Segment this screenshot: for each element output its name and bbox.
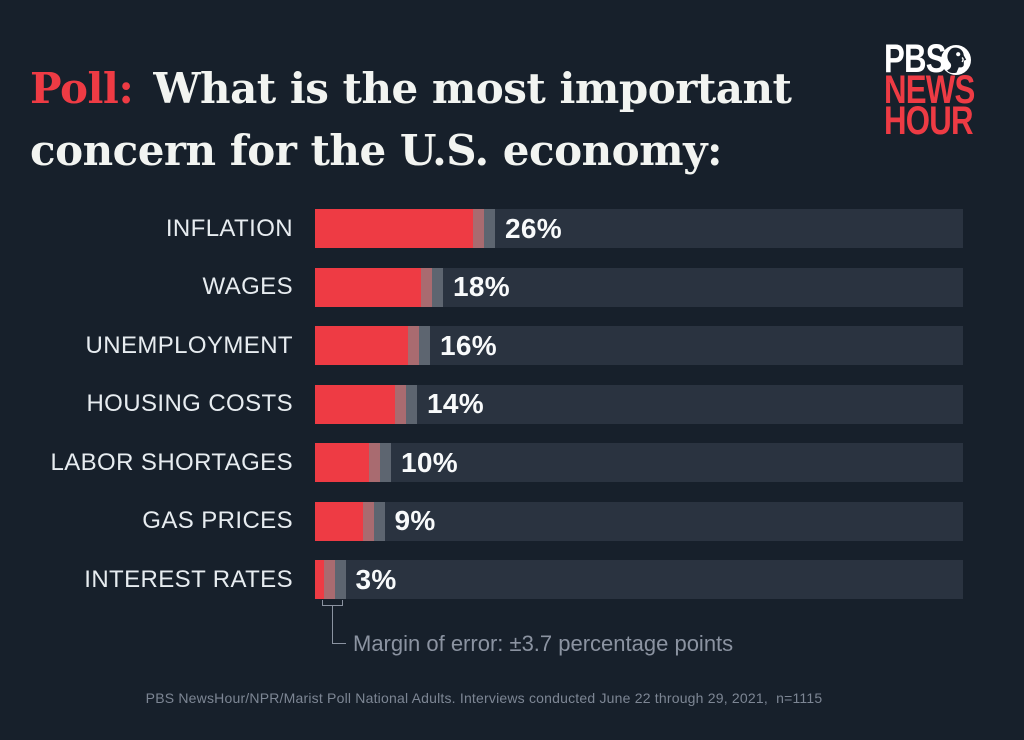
value-label: 26% xyxy=(505,212,562,244)
bar-track: 16% xyxy=(315,326,963,365)
moe-band-inner xyxy=(362,501,374,541)
moe-connector-line xyxy=(332,606,346,644)
category-label: LABOR SHORTAGES xyxy=(50,448,293,476)
value-label: 14% xyxy=(427,388,484,419)
moe-band-outer xyxy=(419,326,430,365)
title-line1: What is the most important xyxy=(153,64,792,114)
pbs-newshour-logo: PBS NEWS HOUR xyxy=(884,37,1000,143)
logo-hour-text: HOUR xyxy=(884,99,974,143)
category-label: HOUSING COSTS xyxy=(86,390,293,417)
moe-band-inner xyxy=(323,560,335,599)
moe-band-inner xyxy=(421,267,432,307)
page-title: Poll: What is the most important concern … xyxy=(30,58,860,182)
moe-band-inner xyxy=(473,209,484,248)
chart-row: WAGES 18% xyxy=(0,267,1024,307)
bar-chart: INFLATION 26% WAGES 18% UNEMPLOYMENT xyxy=(0,209,1024,599)
moe-band-outer xyxy=(484,209,495,248)
chart-row: UNEMPLOYMENT 16% xyxy=(0,326,1024,365)
moe-band-inner xyxy=(395,384,406,424)
chart-row: HOUSING COSTS 14% xyxy=(0,384,1024,424)
bar-value-segment xyxy=(315,443,369,482)
category-label: INTEREST RATES xyxy=(84,565,293,593)
moe-band-outer xyxy=(334,560,346,599)
bar-value-segment xyxy=(315,560,324,599)
bar-track: 9% xyxy=(315,501,963,541)
bar-value-segment xyxy=(315,501,363,541)
chart-row: INTEREST RATES 3% xyxy=(0,560,1024,599)
moe-band-inner xyxy=(369,443,380,482)
category-label: WAGES xyxy=(202,273,293,300)
category-label: INFLATION xyxy=(165,214,293,242)
bar-track: 26% xyxy=(315,209,963,248)
title-line2: concern for the U.S. economy: xyxy=(30,126,723,176)
bar-track: 3% xyxy=(315,560,963,599)
category-label: UNEMPLOYMENT xyxy=(85,331,293,359)
moe-band-inner xyxy=(408,326,419,365)
moe-bracket xyxy=(322,600,343,606)
bar-value-segment xyxy=(315,209,473,248)
moe-band-outer xyxy=(432,267,443,307)
moe-band-outer xyxy=(380,443,391,482)
source-note: PBS NewsHour/NPR/Marist Poll National Ad… xyxy=(145,690,823,706)
moe-band-outer xyxy=(373,501,385,541)
bar-value-segment xyxy=(315,326,408,365)
value-label: 3% xyxy=(355,563,397,595)
chart-row: GAS PRICES 9% xyxy=(0,501,1024,541)
bar-track: 14% xyxy=(315,384,963,424)
value-label: 9% xyxy=(394,505,436,536)
title-prefix: Poll: xyxy=(30,64,134,114)
chart-row: INFLATION 26% xyxy=(0,209,1024,248)
bar-track: 18% xyxy=(315,267,963,307)
bar-track: 10% xyxy=(315,443,963,482)
value-label: 10% xyxy=(401,446,458,478)
chart-row: LABOR SHORTAGES 10% xyxy=(0,443,1024,482)
moe-note: Margin of error: ±3.7 percentage points xyxy=(353,631,734,656)
pbs-head-icon xyxy=(941,45,971,75)
value-label: 16% xyxy=(440,329,497,361)
bar-value-segment xyxy=(315,267,421,307)
bar-value-segment xyxy=(315,384,395,424)
category-label: GAS PRICES xyxy=(142,507,293,534)
value-label: 18% xyxy=(453,271,510,302)
logo-news-text: NEWS xyxy=(884,68,975,112)
moe-band-outer xyxy=(406,384,417,424)
logo-pbs-text: PBS xyxy=(884,37,947,81)
